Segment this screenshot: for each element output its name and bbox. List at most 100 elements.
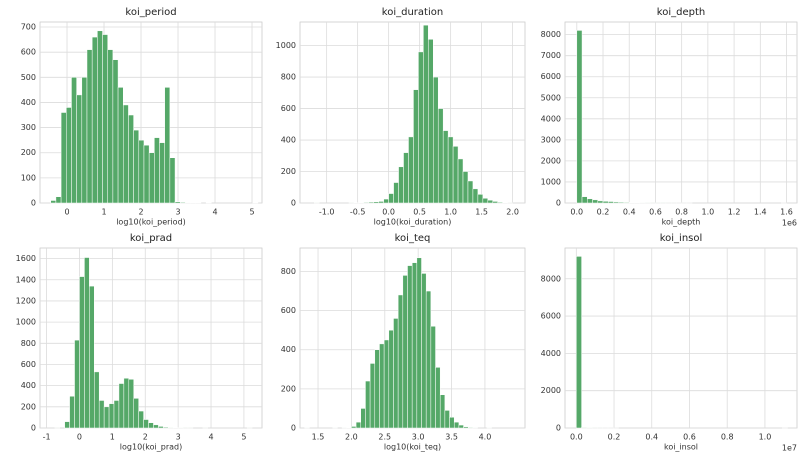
histogram-bar xyxy=(472,188,479,204)
histogram-bar xyxy=(581,427,588,429)
x-tick-label: 0.6 xyxy=(683,433,696,442)
y-tick-label: 1400 xyxy=(16,275,36,284)
histogram-bar xyxy=(623,202,630,204)
histogram-bar xyxy=(163,426,169,429)
y-tick-label: 0 xyxy=(291,199,296,208)
histogram-bar xyxy=(418,51,424,204)
x-tick-label: 2 xyxy=(143,433,148,442)
subplot: 0 1 2 3 4 5 0 100 200 300 400 500 600 700 koi_periodlo… xyxy=(21,7,263,227)
x-axis-label: log10(koi_teq) xyxy=(384,443,441,452)
y-tick-label: 400 xyxy=(21,381,36,390)
histogram-bar xyxy=(576,30,583,204)
histogram-bar xyxy=(413,89,419,204)
histogram-bar xyxy=(138,410,144,429)
y-tick-label: 3000 xyxy=(541,135,561,144)
histogram-bar xyxy=(581,196,588,204)
histogram-bar xyxy=(64,421,70,429)
histogram-bar xyxy=(402,275,408,429)
histogram-bar xyxy=(123,377,130,429)
histogram-bar xyxy=(383,339,390,429)
x-tick-label: 0 xyxy=(77,433,82,442)
x-tick-label: 3 xyxy=(176,433,181,442)
histogram-bar xyxy=(158,426,164,429)
histogram-bar xyxy=(108,403,115,429)
histogram-bar xyxy=(50,200,57,204)
histogram-bar xyxy=(435,367,441,429)
histogram-bar xyxy=(597,200,604,204)
histogram-bar xyxy=(133,129,140,204)
plot-area xyxy=(564,247,798,429)
histogram-bar xyxy=(458,424,464,429)
histogram-bar xyxy=(86,49,93,204)
histogram-bar xyxy=(143,144,150,204)
histogram-bar xyxy=(388,193,394,204)
x-tick-label: 1.5 xyxy=(475,208,488,217)
x-tick-label: 3 xyxy=(175,208,180,217)
x-tick-label: -0.5 xyxy=(350,208,366,217)
chart-title: koi_prad xyxy=(130,233,172,244)
histogram-bar xyxy=(398,166,404,204)
y-tick-label: 5000 xyxy=(541,93,561,102)
histogram-bar xyxy=(133,398,139,429)
y-tick-label: 8000 xyxy=(541,30,561,39)
x-tick-label: 1.4 xyxy=(754,208,767,217)
y-tick-label: 200 xyxy=(21,402,36,411)
histogram-bar xyxy=(613,201,619,204)
histogram-bar xyxy=(457,158,464,204)
subplot: -1.0 -0.5 0.0 0.5 1.0 1.5 2.0 0 200 400 600 800 1000… xyxy=(276,7,526,227)
x-tick-label: -1 xyxy=(43,433,51,442)
x-axis-label: log10(koi_period) xyxy=(116,218,186,227)
histogram-bar xyxy=(363,202,370,204)
x-tick-label: 0 xyxy=(64,208,69,217)
x-tick-label: 0.4 xyxy=(645,433,658,442)
histogram-bar xyxy=(153,424,159,429)
histogram-bar xyxy=(416,257,422,429)
histogram-bar xyxy=(497,201,503,204)
histogram-bar xyxy=(143,419,149,429)
histogram-bar xyxy=(113,400,120,429)
subplot: 1.5 2.0 2.5 3.0 3.5 4.0 0 200 400 600 800 koi_teqlo… xyxy=(281,233,526,452)
y-tick-label: 0 xyxy=(291,424,296,433)
chart-title: koi_teq xyxy=(395,233,431,244)
x-tick-label: 0.2 xyxy=(608,433,621,442)
histogram-bar xyxy=(94,371,100,429)
histogram-bar xyxy=(355,421,362,429)
x-tick-label: 0.0 xyxy=(570,208,583,217)
x-tick-label: 0.0 xyxy=(570,433,583,442)
y-tick-label: 200 xyxy=(281,384,296,393)
x-tick-label: 0.5 xyxy=(413,208,426,217)
histogram-bar xyxy=(388,329,394,429)
histogram-bar xyxy=(174,201,181,204)
histogram-bar xyxy=(168,427,174,429)
x-tick-label: 1 xyxy=(101,208,106,217)
x-tick-label: 1.2 xyxy=(728,208,741,217)
y-tick-label: 1000 xyxy=(276,41,296,50)
chart-title: koi_depth xyxy=(657,7,705,18)
histogram-bar xyxy=(576,256,582,429)
x-tick-label: 1 xyxy=(110,433,115,442)
histogram-bar xyxy=(421,273,427,429)
histogram-bar xyxy=(423,24,429,204)
x-offset-label: 1e7 xyxy=(782,444,797,453)
histogram-bar xyxy=(102,34,108,204)
y-tick-label: 1600 xyxy=(16,254,36,263)
y-tick-label: 400 xyxy=(281,136,296,145)
histogram-bar xyxy=(492,201,498,204)
histogram-bar xyxy=(74,339,80,429)
histogram-bar xyxy=(373,201,379,204)
y-tick-label: 7000 xyxy=(541,51,561,60)
histogram-bar xyxy=(407,265,413,429)
histogram-bar xyxy=(453,421,460,429)
histogram-bar xyxy=(154,137,160,204)
histogram-bar xyxy=(97,30,103,204)
y-tick-label: 8000 xyxy=(541,274,561,283)
y-tick-label: 1200 xyxy=(16,296,36,305)
histogram-bar xyxy=(368,201,375,204)
x-tick-label: 5 xyxy=(249,208,254,217)
y-tick-label: 1000 xyxy=(16,318,36,327)
x-tick-label: 0.4 xyxy=(623,208,636,217)
y-tick-label: 100 xyxy=(21,173,36,182)
x-tick-label: 1.5 xyxy=(312,433,325,442)
histogram-bar xyxy=(365,380,371,429)
chart-title: koi_duration xyxy=(382,7,443,18)
